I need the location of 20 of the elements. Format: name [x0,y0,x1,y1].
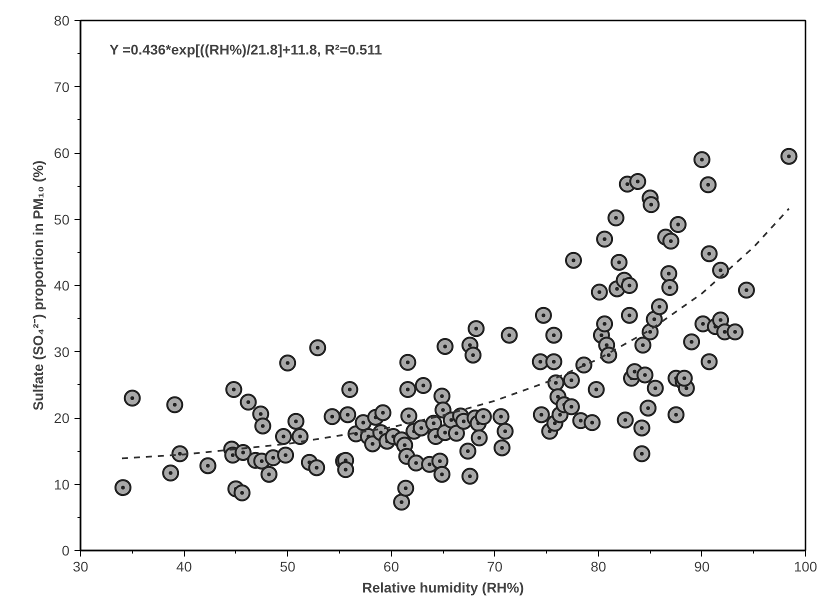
x-tick-label: 90 [694,558,710,574]
y-tick-label: 40 [54,278,70,294]
x-tick-label: 70 [487,558,503,574]
x-tick-label: 60 [383,558,400,574]
y-tick-label: 50 [54,211,70,228]
x-tick-label: 40 [176,558,192,574]
x-tick-label: 100 [794,558,818,574]
x-tick-label: 80 [590,558,606,574]
y-tick-label: 20 [54,410,70,426]
x-axis-title: Relative humidity (RH%) [362,580,524,596]
y-tick-label: 0 [62,542,70,558]
y-axis-title: Sulfate (SO₄²⁻) proportion in PM₁₀ (%) [30,160,46,411]
x-tick-label: 50 [280,558,296,574]
y-tick-label: 60 [54,145,70,161]
y-tick-label: 30 [54,344,70,360]
y-tick-label: 70 [54,78,70,95]
x-tick-label: 30 [72,558,88,574]
y-tick-label: 80 [54,12,70,28]
annotation: Y =0.436*exp[((RH%)/21.8]+11.8, R²=0.511 [110,42,382,58]
y-tick-label: 10 [54,476,70,492]
